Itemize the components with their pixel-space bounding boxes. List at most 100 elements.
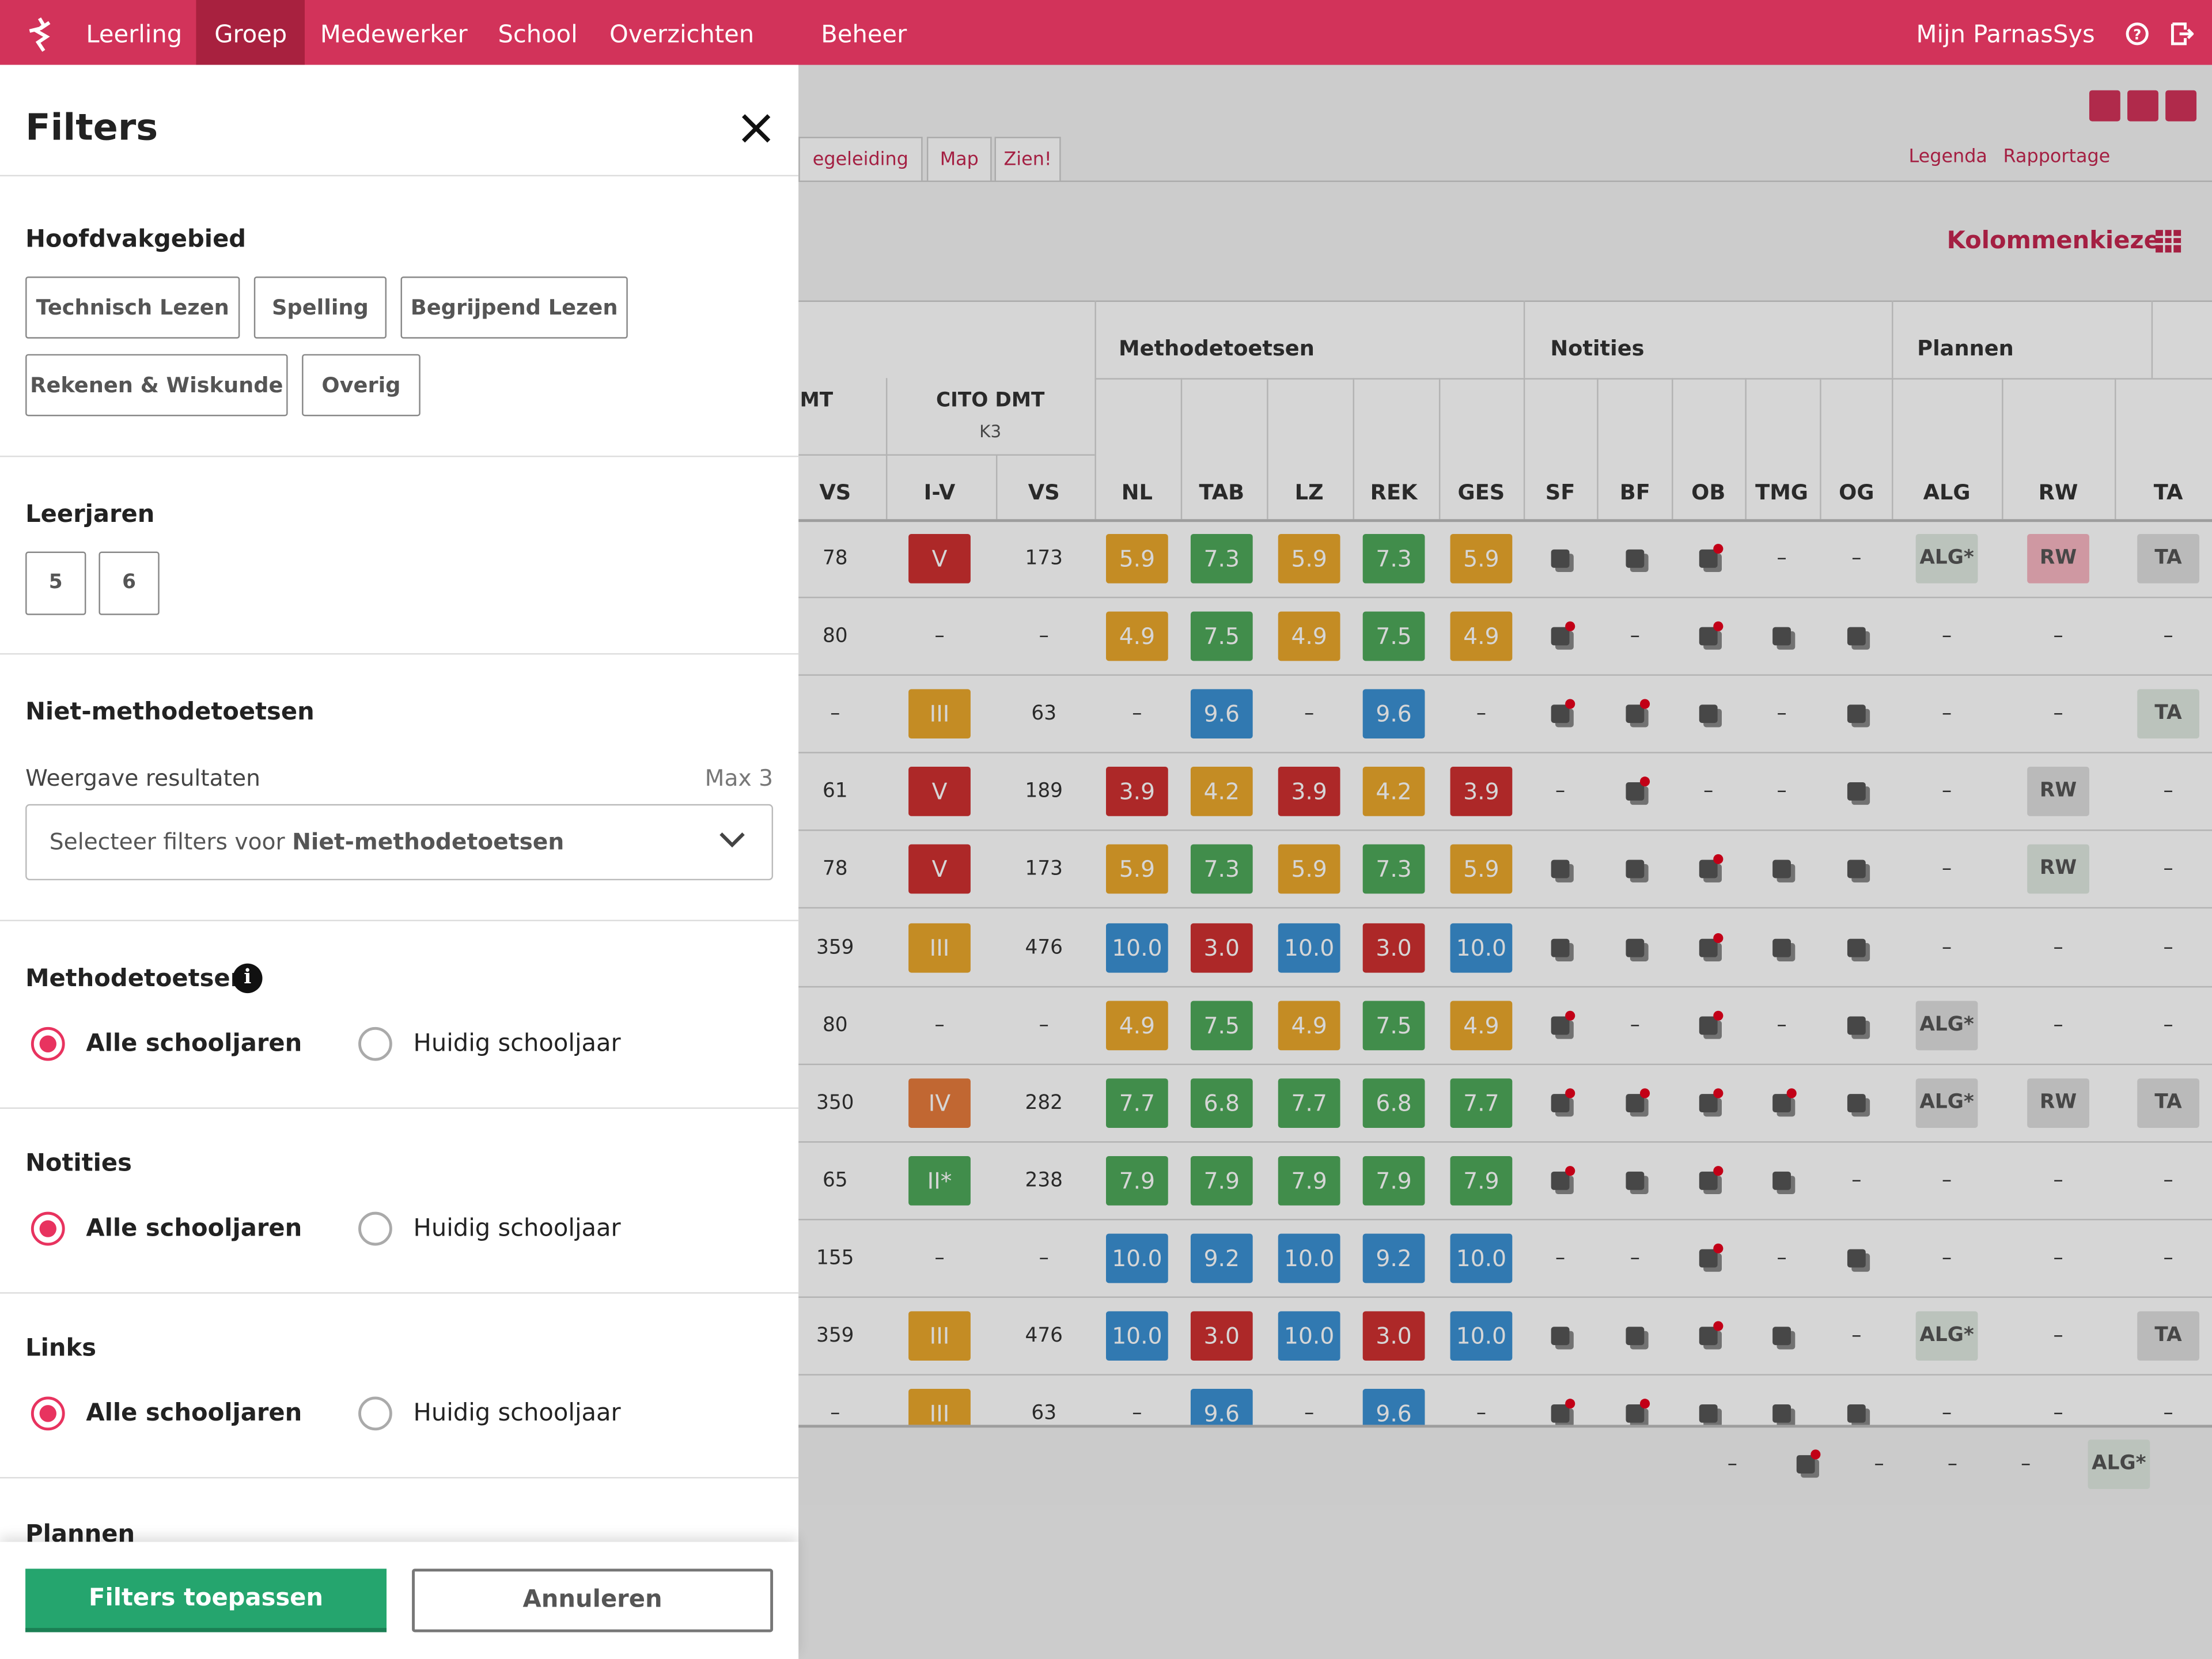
score-badge[interactable]: 7.3	[1190, 844, 1253, 895]
score-badge[interactable]: 5.9	[1105, 533, 1168, 584]
note-icon[interactable]	[1551, 699, 1575, 724]
note-icon[interactable]	[1626, 1171, 1645, 1190]
score-badge[interactable]: 4.9	[1450, 1000, 1513, 1050]
legend-link[interactable]: Legenda	[1908, 146, 1987, 168]
score-badge[interactable]: RW	[2027, 1078, 2089, 1128]
filter-option[interactable]: Rekenen & Wiskunde	[25, 354, 288, 416]
radio-button[interactable]	[31, 1211, 65, 1246]
note-icon[interactable]	[1847, 627, 1866, 646]
radio-label[interactable]: Huidig schooljaar	[413, 1214, 621, 1243]
column-picker[interactable]: Kolommenkiezer	[1946, 227, 2172, 256]
note-icon[interactable]	[1626, 1399, 1650, 1423]
note-icon[interactable]	[1847, 1404, 1866, 1423]
note-icon[interactable]	[1847, 704, 1866, 724]
score-badge[interactable]: 9.6	[1190, 689, 1253, 739]
note-icon[interactable]	[1551, 1088, 1575, 1112]
score-badge[interactable]: IV	[908, 1078, 971, 1128]
nav-item[interactable]: Beheer	[821, 21, 907, 50]
score-badge[interactable]: 10.0	[1278, 922, 1340, 972]
score-badge[interactable]: 7.5	[1190, 611, 1253, 661]
score-badge[interactable]: 10.0	[1278, 1311, 1340, 1361]
score-badge[interactable]: 10.0	[1278, 1233, 1340, 1283]
note-icon[interactable]	[1551, 622, 1575, 646]
score-badge[interactable]: V	[908, 844, 971, 895]
note-icon[interactable]	[1626, 699, 1650, 724]
nav-item[interactable]: Overzichten	[609, 21, 755, 50]
note-icon[interactable]	[1699, 1088, 1724, 1112]
score-badge[interactable]: 3.0	[1362, 922, 1425, 972]
note-icon[interactable]	[1772, 1171, 1791, 1190]
score-badge[interactable]: 10.0	[1105, 1311, 1168, 1361]
prev-button[interactable]	[2089, 90, 2120, 122]
tab[interactable]: Map	[926, 137, 992, 181]
radio-button[interactable]	[358, 1211, 392, 1246]
score-badge[interactable]: TA	[2137, 1311, 2199, 1361]
score-badge[interactable]: 3.0	[1190, 1311, 1253, 1361]
score-badge[interactable]: TA	[2137, 533, 2199, 584]
score-badge[interactable]: 4.9	[1278, 611, 1340, 661]
score-badge[interactable]: 7.3	[1362, 844, 1425, 895]
column-icon[interactable]	[2154, 229, 2183, 254]
note-icon[interactable]	[1699, 1404, 1718, 1423]
next-button[interactable]	[2165, 90, 2197, 122]
score-badge[interactable]: RW	[2027, 533, 2089, 584]
nav-item[interactable]: Medewerker	[320, 21, 468, 50]
note-icon[interactable]	[1847, 1249, 1866, 1268]
score-badge[interactable]: 3.9	[1450, 767, 1513, 817]
cancel-button[interactable]: Annuleren	[412, 1569, 774, 1633]
score-badge[interactable]: 7.9	[1362, 1156, 1425, 1206]
note-icon[interactable]	[1772, 938, 1791, 957]
note-icon[interactable]	[1551, 1399, 1575, 1423]
score-badge[interactable]: 7.9	[1450, 1156, 1513, 1206]
note-icon[interactable]	[1847, 860, 1866, 879]
score-badge[interactable]: 7.7	[1450, 1078, 1513, 1128]
note-icon[interactable]	[1626, 549, 1645, 568]
note-icon[interactable]	[1772, 1088, 1797, 1112]
radio-button[interactable]	[358, 1396, 392, 1431]
info-icon[interactable]: i	[233, 963, 263, 994]
note-icon[interactable]	[1796, 1449, 1821, 1474]
filter-option[interactable]: Overig	[302, 354, 421, 416]
score-badge[interactable]: 6.8	[1190, 1078, 1253, 1128]
note-icon[interactable]	[1626, 777, 1650, 801]
note-icon[interactable]	[1699, 932, 1724, 957]
score-badge[interactable]: TA	[2137, 689, 2199, 739]
score-badge[interactable]: II*	[908, 1156, 971, 1206]
score-badge[interactable]: 5.9	[1105, 844, 1168, 895]
layers-button[interactable]	[2127, 90, 2158, 122]
score-badge[interactable]: 7.9	[1278, 1156, 1340, 1206]
note-icon[interactable]	[1699, 544, 1724, 568]
score-badge[interactable]: ALG*	[1915, 1311, 1978, 1361]
score-badge[interactable]: III	[908, 1311, 971, 1361]
nav-item[interactable]: Leerling	[86, 21, 183, 50]
score-badge[interactable]: 7.3	[1362, 533, 1425, 584]
help-icon[interactable]: ?	[2124, 21, 2150, 47]
score-badge[interactable]: TA	[2137, 1078, 2199, 1128]
score-badge[interactable]: 7.5	[1362, 1000, 1425, 1050]
note-icon[interactable]	[1847, 1093, 1866, 1112]
note-icon[interactable]	[1699, 1243, 1724, 1268]
score-badge[interactable]: 4.9	[1278, 1000, 1340, 1050]
nav-user[interactable]: Mijn ParnasSys	[1916, 21, 2095, 50]
score-badge[interactable]: 4.9	[1105, 1000, 1168, 1050]
score-badge[interactable]: V	[908, 533, 971, 584]
score-badge[interactable]: 7.9	[1105, 1156, 1168, 1206]
note-icon[interactable]	[1551, 1327, 1570, 1346]
score-badge[interactable]: 9.6	[1362, 689, 1425, 739]
note-icon[interactable]	[1551, 1010, 1575, 1035]
score-badge[interactable]: ALG*	[1915, 1078, 1978, 1128]
filter-option[interactable]: Technisch Lezen	[25, 276, 240, 339]
score-badge[interactable]: 7.9	[1190, 1156, 1253, 1206]
note-icon[interactable]	[1699, 1321, 1724, 1346]
score-badge[interactable]: 5.9	[1278, 533, 1340, 584]
score-badge[interactable]: 10.0	[1105, 1233, 1168, 1283]
score-badge[interactable]: 4.9	[1105, 611, 1168, 661]
note-icon[interactable]	[1699, 1165, 1724, 1190]
score-badge[interactable]: RW	[2027, 844, 2089, 895]
filter-option[interactable]: Spelling	[253, 276, 387, 339]
score-badge[interactable]: V	[908, 767, 971, 817]
nav-item[interactable]: Groep	[196, 0, 306, 65]
note-icon[interactable]	[1699, 1010, 1724, 1035]
score-badge[interactable]: 7.5	[1190, 1000, 1253, 1050]
score-badge[interactable]: 7.7	[1278, 1078, 1340, 1128]
